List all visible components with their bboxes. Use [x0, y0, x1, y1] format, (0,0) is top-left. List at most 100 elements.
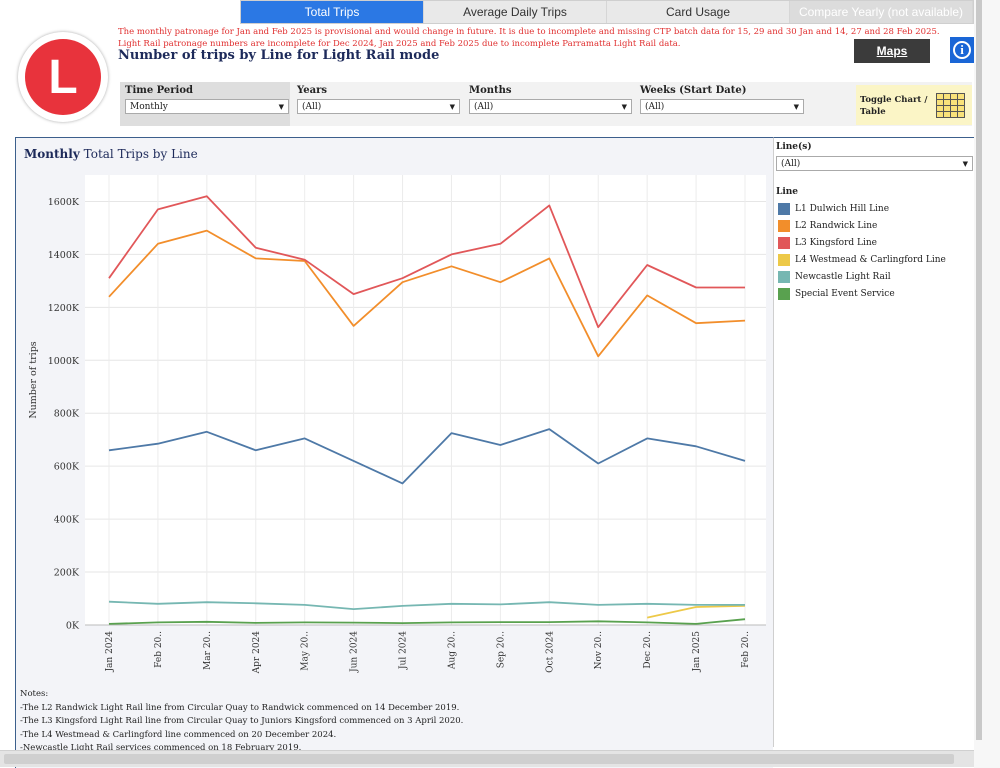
legend-label: L4 Westmead & Carlingford Line	[795, 255, 946, 265]
legend-title: Line	[776, 187, 799, 197]
time-period-label: Time Period	[125, 85, 194, 96]
info-button[interactable]: i	[950, 37, 974, 63]
filter-side-panel	[773, 137, 974, 747]
x-tick-label: Nov 20..	[594, 631, 604, 670]
toggle-chart-table[interactable]: Toggle Chart / Table	[856, 85, 972, 125]
time-period-filter: Time Period Monthly ▼	[125, 85, 289, 114]
x-tick-label: Jan 2025	[692, 631, 702, 673]
series-line-l4-westmead-carlingford-line	[647, 605, 746, 619]
notes-heading: Notes:	[20, 689, 49, 699]
chevron-down-icon: ▼	[449, 102, 455, 111]
legend-label: L1 Dulwich Hill Line	[795, 204, 890, 214]
legend-item[interactable]: Special Event Service	[778, 287, 895, 301]
time-period-select[interactable]: Monthly ▼	[125, 99, 289, 114]
filter-bar: Time Period Monthly ▼ Years (All) ▼ Mont…	[120, 82, 972, 126]
view-tabs: Total Trips Average Daily Trips Card Usa…	[240, 0, 974, 24]
lines-filter-label: Line(s)	[776, 142, 812, 152]
legend-swatch	[778, 220, 790, 232]
time-period-value: Monthly	[130, 101, 168, 112]
chevron-down-icon: ▼	[621, 102, 627, 111]
series-line-newcastle-light-rail	[108, 600, 745, 610]
legend-item[interactable]: L4 Westmead & Carlingford Line	[778, 253, 946, 267]
table-grid-icon[interactable]	[936, 93, 965, 118]
legend-label: L2 Randwick Line	[795, 221, 878, 231]
y-axis-label: Number of trips	[28, 341, 39, 418]
page-title: Number of trips by Line for Light Rail m…	[118, 48, 440, 63]
chevron-down-icon: ▼	[278, 102, 284, 111]
legend-item[interactable]: L1 Dulwich Hill Line	[778, 202, 889, 216]
y-tick-label: 1400K	[48, 250, 80, 261]
years-label: Years	[297, 85, 328, 96]
legend-swatch	[778, 271, 790, 283]
x-tick-label: Oct 2024	[545, 631, 555, 673]
y-tick-label: 800K	[54, 409, 80, 420]
logo-letter: L	[25, 39, 101, 115]
months-filter: Months (All) ▼	[469, 85, 632, 114]
chart-title-period: Monthly	[24, 147, 80, 161]
chevron-down-icon: ▼	[962, 159, 968, 168]
scrollbar-thumb[interactable]	[976, 0, 982, 740]
years-filter: Years (All) ▼	[297, 85, 460, 114]
years-select[interactable]: (All) ▼	[297, 99, 460, 114]
months-select[interactable]: (All) ▼	[469, 99, 632, 114]
weeks-value: (All)	[645, 101, 665, 112]
legend-swatch	[778, 203, 790, 215]
chart-title-text: Total Trips by Line	[83, 147, 198, 161]
chart-title: Monthly Total Trips by Line	[24, 147, 198, 161]
note-item: -The L4 Westmead & Carlingford line comm…	[20, 729, 337, 740]
legend-item[interactable]: L2 Randwick Line	[778, 219, 877, 233]
y-tick-label: 0K	[66, 621, 80, 632]
series-line-l2-randwick-line	[108, 229, 746, 358]
notes: Notes: -The L2 Randwick Light Rail line …	[20, 688, 463, 756]
months-label: Months	[469, 85, 512, 96]
vertical-scrollbar[interactable]	[974, 0, 1000, 768]
y-tick-label: 1200K	[48, 303, 80, 314]
tab-total-trips[interactable]: Total Trips	[241, 1, 424, 23]
toggle-label-line1: Toggle Chart /	[860, 95, 928, 105]
light-rail-logo: L	[18, 32, 108, 122]
tab-average-daily-trips[interactable]: Average Daily Trips	[424, 1, 607, 23]
x-tick-label: Mar 20..	[203, 631, 213, 670]
x-tick-label: Dec 20..	[643, 631, 653, 669]
toggle-label: Toggle Chart / Table	[860, 94, 927, 118]
info-icon: i	[953, 41, 971, 59]
series-line-l1-dulwich-hill-line	[108, 428, 746, 485]
weeks-filter: Weeks (Start Date) (All) ▼	[640, 85, 804, 114]
legend-item[interactable]: Newcastle Light Rail	[778, 270, 891, 284]
tab-card-usage[interactable]: Card Usage	[607, 1, 790, 23]
x-tick-label: Jul 2024	[399, 631, 409, 670]
series-line-l3-kingsford-line	[108, 195, 745, 329]
x-tick-label: Jun 2024	[350, 631, 360, 673]
x-tick-label: Sep 20..	[496, 631, 506, 668]
y-tick-label: 400K	[54, 515, 80, 526]
months-value: (All)	[474, 101, 494, 112]
tab-compare-yearly: Compare Yearly (not available)	[790, 1, 973, 23]
toggle-label-line2: Table	[860, 107, 886, 117]
x-tick-label: Jan 2024	[105, 631, 115, 673]
legend-label: Special Event Service	[795, 289, 895, 299]
maps-button[interactable]: Maps	[854, 39, 930, 63]
legend-swatch	[778, 288, 790, 300]
weeks-label: Weeks (Start Date)	[640, 85, 747, 96]
x-tick-label: Feb 20..	[154, 631, 164, 668]
legend-item[interactable]: L3 Kingsford Line	[778, 236, 877, 250]
note-item: -Newcastle Light Rail services commenced…	[20, 743, 302, 753]
plot-area	[85, 175, 766, 625]
lines-select[interactable]: (All) ▼	[776, 156, 973, 171]
legend-label: Newcastle Light Rail	[795, 272, 891, 282]
years-value: (All)	[302, 101, 322, 112]
legend-label: L3 Kingsford Line	[795, 238, 877, 248]
legend-swatch	[778, 254, 790, 266]
x-tick-label: Feb 20..	[741, 631, 751, 668]
y-tick-label: 200K	[54, 568, 80, 579]
line-chart: 0K 200K 400K 600K 800K 1000K 1200K 1400K 1600K Ja…	[28, 175, 766, 674]
incomplete-notice: Light Rail patronage numbers are incompl…	[118, 39, 681, 49]
horizontal-scrollbar[interactable]	[0, 750, 974, 767]
lines-value: (All)	[781, 158, 801, 169]
legend-swatch	[778, 237, 790, 249]
y-tick-label: 1600K	[48, 197, 80, 208]
chevron-down-icon: ▼	[793, 102, 799, 111]
weeks-select[interactable]: (All) ▼	[640, 99, 804, 114]
scrollbar-thumb[interactable]	[4, 754, 954, 764]
x-tick-label: Aug 20..	[447, 631, 457, 670]
